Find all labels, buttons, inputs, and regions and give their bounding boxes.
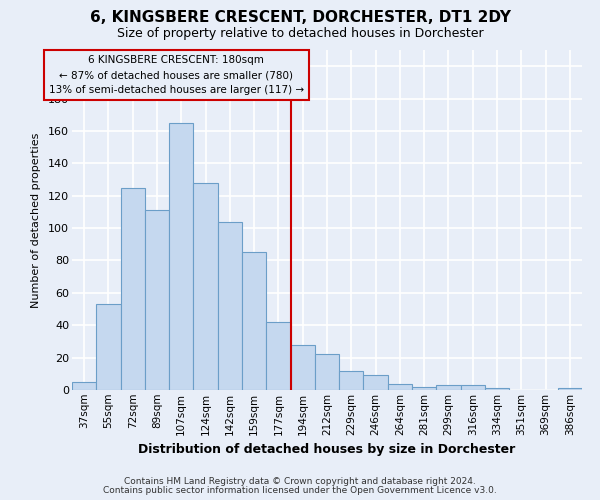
Bar	[72, 382, 96, 390]
Bar	[242, 252, 266, 390]
Bar	[485, 388, 509, 390]
Bar	[193, 183, 218, 390]
Bar	[412, 387, 436, 390]
X-axis label: Distribution of detached houses by size in Dorchester: Distribution of detached houses by size …	[139, 443, 515, 456]
Bar	[364, 376, 388, 390]
Bar	[436, 385, 461, 390]
Bar	[315, 354, 339, 390]
Bar	[461, 385, 485, 390]
Text: Contains public sector information licensed under the Open Government Licence v3: Contains public sector information licen…	[103, 486, 497, 495]
Bar	[121, 188, 145, 390]
Bar	[266, 322, 290, 390]
Text: Size of property relative to detached houses in Dorchester: Size of property relative to detached ho…	[116, 28, 484, 40]
Bar	[388, 384, 412, 390]
Bar	[558, 388, 582, 390]
Bar	[290, 344, 315, 390]
Text: Contains HM Land Registry data © Crown copyright and database right 2024.: Contains HM Land Registry data © Crown c…	[124, 477, 476, 486]
Text: 6 KINGSBERE CRESCENT: 180sqm
← 87% of detached houses are smaller (780)
13% of s: 6 KINGSBERE CRESCENT: 180sqm ← 87% of de…	[49, 55, 304, 96]
Y-axis label: Number of detached properties: Number of detached properties	[31, 132, 41, 308]
Bar	[96, 304, 121, 390]
Bar	[339, 370, 364, 390]
Bar	[169, 123, 193, 390]
Bar	[145, 210, 169, 390]
Text: 6, KINGSBERE CRESCENT, DORCHESTER, DT1 2DY: 6, KINGSBERE CRESCENT, DORCHESTER, DT1 2…	[89, 10, 511, 25]
Bar	[218, 222, 242, 390]
